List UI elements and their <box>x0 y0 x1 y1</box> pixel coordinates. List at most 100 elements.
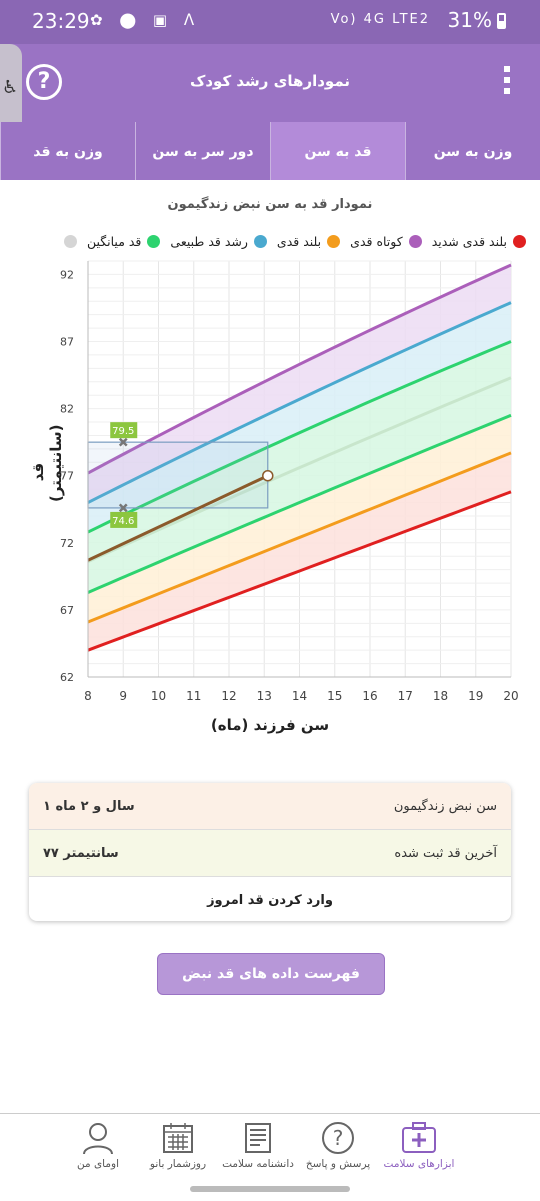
legend-item[interactable] <box>58 234 77 249</box>
percentile-curve <box>87 263 512 475</box>
legend-label: کوتاه قدی <box>350 234 403 249</box>
y-tick-label: 67 <box>60 604 74 617</box>
last-height-row: ۷۷ سانتیمتر آخرین قد ثبت شده <box>29 830 511 877</box>
battery-percent: 31% <box>447 8 492 32</box>
status-time: 23:29 <box>32 9 90 33</box>
x-tick-label: 9 <box>119 689 127 703</box>
legend-label: قد میانگین <box>86 234 142 249</box>
x-tick-label: 16 <box>362 689 377 703</box>
tab-weight-for-age[interactable]: وزن به سن <box>405 122 540 180</box>
nav-questions[interactable]: ? پرسش و پاسخ <box>293 1120 383 1170</box>
nav-label: پرسش و پاسخ <box>305 1158 371 1170</box>
x-tick-label: 18 <box>433 689 448 703</box>
x-tick-label: 14 <box>292 689 307 703</box>
accessibility-icon: ♿ <box>2 77 19 98</box>
tab-weight-for-height[interactable]: وزن به قد <box>0 122 135 180</box>
percentile-band <box>88 415 511 622</box>
x-axis-label: سن فرزند (ماه) <box>210 716 330 734</box>
x-tick-label: 11 <box>186 689 201 703</box>
home-indicator[interactable] <box>190 1186 350 1192</box>
percentile-curve <box>87 376 512 563</box>
nav-label: دانشنامه سلامت <box>222 1158 294 1170</box>
encyclopedia-icon <box>245 1123 271 1153</box>
legend-dot <box>327 235 341 248</box>
page-title: نمودارهای رشد کودک <box>189 72 351 90</box>
health-kit-icon <box>402 1122 436 1153</box>
legend-item[interactable]: بلند قدی <box>276 234 341 249</box>
x-tick-label: 12 <box>221 689 236 703</box>
x-tick-label: 19 <box>468 689 483 703</box>
nav-label: روزشمار بانو <box>149 1158 207 1170</box>
profile-icon <box>83 1123 113 1155</box>
marker-x <box>118 503 128 513</box>
legend-label: بلند قدی شدید <box>431 234 507 249</box>
age-label: سن نبض زندگیمون <box>393 798 497 814</box>
marker-tag <box>110 511 138 528</box>
tab-height-for-age[interactable]: قد به سن <box>270 122 405 180</box>
y-tick-label: 87 <box>60 336 74 349</box>
nav-label: ابزارهای سلامت <box>383 1158 455 1170</box>
legend-dot <box>408 235 422 248</box>
marker-label: 79.5 <box>112 426 134 437</box>
x-tick-label: 13 <box>257 689 272 703</box>
y-tick-label: 82 <box>60 403 74 416</box>
nav-my-profile[interactable]: اومای من <box>53 1120 143 1170</box>
overflow-menu-icon[interactable] <box>504 66 510 102</box>
notification-icons: ✿ ⬤ ▣ ᐱ <box>90 11 201 29</box>
marker-x <box>118 437 128 447</box>
percentile-band <box>88 341 511 562</box>
enter-height-button[interactable]: وارد کردن قد امروز <box>207 892 333 908</box>
marker-tag <box>110 422 138 439</box>
marker-label: 74.6 <box>112 516 134 527</box>
legend-dot <box>63 235 77 248</box>
chart-title: نمودار قد به سن نبض زندگیمون <box>167 197 373 212</box>
x-tick-label: 15 <box>327 689 342 703</box>
svg-text:?: ? <box>333 1126 344 1150</box>
x-tick-label: 20 <box>503 689 518 703</box>
height-list-button[interactable]: فهرست داده های قد نبض زندگیمون <box>157 953 385 1022</box>
percentile-curve <box>87 413 512 594</box>
age-row: ۱ سال و ۲ ماه سن نبض زندگیمون <box>29 783 511 830</box>
nav-encyclopedia[interactable]: دانشنامه سلامت <box>213 1120 303 1170</box>
y-tick-label: 92 <box>60 268 74 281</box>
app-bar: ? نمودارهای رشد کودک <box>0 44 540 122</box>
percentile-curve <box>87 301 512 504</box>
percentile-curve <box>87 340 512 534</box>
y-tick-label: 77 <box>60 470 74 483</box>
network-indicator: Vo) 4G LTE2 <box>330 12 430 27</box>
height-for-age-chart[interactable]: 79.5 74.6 8 9 10 11 12 13 14 15 16 17 18 19 20 62 67 72 77… <box>0 255 540 705</box>
last-height-value: ۷۷ سانتیمتر <box>43 845 119 861</box>
child-height-line <box>87 474 269 562</box>
nav-health-tools[interactable]: ابزارهای سلامت <box>374 1120 464 1170</box>
age-value: ۱ سال و ۲ ماه <box>43 798 135 814</box>
help-icon[interactable]: ? <box>26 64 62 100</box>
battery-icon <box>497 13 506 29</box>
range-box <box>87 441 269 509</box>
y-axis-label: قد (سانتیمتر) <box>29 424 65 502</box>
percentile-curve <box>87 451 512 624</box>
accessibility-handle[interactable]: ♿ <box>0 44 22 136</box>
percentile-band <box>88 377 511 593</box>
chart-legend: بلند قدی شدید کوتاه قدی بلند قدی رشد قد … <box>14 234 526 249</box>
nav-label: اومای من <box>77 1158 119 1170</box>
legend-item[interactable]: رشد قد طبیعی <box>170 234 267 249</box>
legend-label: بلند قدی <box>276 234 322 249</box>
current-height-point <box>262 469 274 482</box>
legend-dot <box>253 235 267 248</box>
info-card: ۱ سال و ۲ ماه سن نبض زندگیمون ۷۷ سانتیمت… <box>29 783 511 921</box>
question-icon: ? <box>322 1122 354 1154</box>
last-height-label: آخرین قد ثبت شده <box>394 845 497 861</box>
percentile-band <box>88 302 511 533</box>
nav-calendar[interactable]: روزشمار بانو <box>133 1120 223 1170</box>
legend-item[interactable]: کوتاه قدی <box>350 234 422 249</box>
percentile-curve <box>87 490 512 652</box>
legend-dot <box>513 235 526 248</box>
legend-item[interactable]: بلند قدی شدید <box>432 234 526 249</box>
status-bar: 23:29 ✿ ⬤ ▣ ᐱ Vo) 4G LTE2 31% <box>0 0 540 44</box>
x-tick-label: 17 <box>398 689 413 703</box>
legend-item[interactable]: قد میانگین <box>86 234 161 249</box>
percentile-band <box>88 265 511 503</box>
tab-bar: وزن به سن قد به سن دور سر به سن وزن به ق… <box>0 122 540 180</box>
tab-head-circumference[interactable]: دور سر به سن <box>135 122 270 180</box>
y-tick-label: 72 <box>60 537 74 550</box>
